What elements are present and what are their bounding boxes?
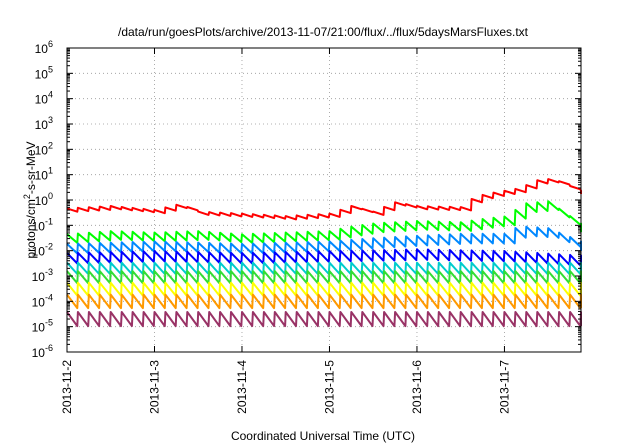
chart-title: /data/run/goesPlots/archive/2013-11-07/2… [118, 25, 529, 39]
series-line-4 [66, 248, 582, 267]
series-line-8 [66, 293, 582, 310]
y-axis-label-prefix: protons/cm [24, 199, 38, 258]
y-tick-base: 10 [35, 143, 49, 157]
y-tick-exponent: -4 [45, 292, 53, 302]
y-tick-label: 10-6 [32, 343, 53, 360]
x-tick-label: 2013-11-2 [60, 360, 74, 414]
y-tick-label: 105 [35, 64, 53, 81]
y-tick-label: 10-4 [32, 292, 53, 309]
y-axis-label-superscript: 2 [22, 194, 32, 199]
y-tick-base: 10 [32, 219, 46, 233]
y-tick-exponent: 3 [48, 115, 53, 125]
y-tick-label: 10-5 [32, 318, 53, 335]
x-tick-label: 2013-11-5 [322, 360, 336, 414]
x-tick-label: 2013-11-3 [147, 360, 161, 414]
y-tick-base: 10 [35, 169, 49, 183]
series-line-3 [66, 225, 582, 255]
y-tick-exponent: -5 [45, 318, 53, 328]
y-tick-base: 10 [32, 321, 46, 335]
y-tick-exponent: 0 [48, 191, 53, 201]
y-tick-label: 103 [35, 115, 53, 132]
y-tick-exponent: 4 [48, 90, 53, 100]
y-axis-label: protons/cm2-s-sr-MeV [22, 141, 38, 258]
y-tick-base: 10 [32, 270, 46, 284]
y-axis-ticks: 10-610-510-410-310-210-11001011021031041… [32, 39, 581, 360]
y-tick-base: 10 [32, 295, 46, 309]
x-axis-ticks: 2013-11-2 2013-11-3 2013-11-4 2013-11-5 2013… [60, 48, 511, 414]
y-tick-label: 106 [35, 39, 53, 56]
x-axis-label: Coordinated Universal Time (UTC) [231, 429, 415, 443]
y-tick-label: 10-2 [32, 242, 53, 259]
y-tick-base: 10 [32, 245, 46, 259]
y-tick-base: 10 [32, 346, 46, 360]
series-line-7 [66, 281, 582, 297]
series-line-6 [66, 270, 582, 285]
x-tick-label: 2013-11-7 [497, 360, 511, 414]
y-tick-exponent: 5 [48, 64, 53, 74]
y-tick-exponent: 2 [48, 140, 53, 150]
y-tick-base: 10 [35, 93, 49, 107]
y-tick-exponent: -3 [45, 267, 53, 277]
y-tick-label: 100 [35, 191, 53, 208]
x-tick-label: 2013-11-4 [235, 360, 249, 414]
y-tick-label: 102 [35, 140, 53, 157]
series-line-9 [66, 311, 582, 328]
y-tick-label: 104 [35, 90, 53, 107]
y-tick-exponent: 1 [48, 166, 53, 176]
y-axis-label-suffix: -s-sr-MeV [24, 141, 38, 194]
y-tick-label: 10-3 [32, 267, 53, 284]
x-tick-label: 2013-11-6 [410, 360, 424, 414]
y-tick-base: 10 [35, 67, 49, 81]
y-tick-label: 10-1 [32, 216, 53, 233]
series-line-1 [66, 178, 582, 221]
y-tick-exponent: -1 [45, 216, 53, 226]
y-tick-label: 101 [35, 166, 53, 183]
y-tick-exponent: -2 [45, 242, 53, 252]
y-tick-base: 10 [35, 42, 49, 56]
y-tick-base: 10 [35, 194, 49, 208]
data-series [66, 178, 582, 328]
y-tick-exponent: 6 [48, 39, 53, 49]
y-tick-exponent: -6 [45, 343, 53, 353]
y-tick-base: 10 [35, 118, 49, 132]
grid-lines [67, 48, 581, 352]
series-line-2 [66, 200, 582, 244]
